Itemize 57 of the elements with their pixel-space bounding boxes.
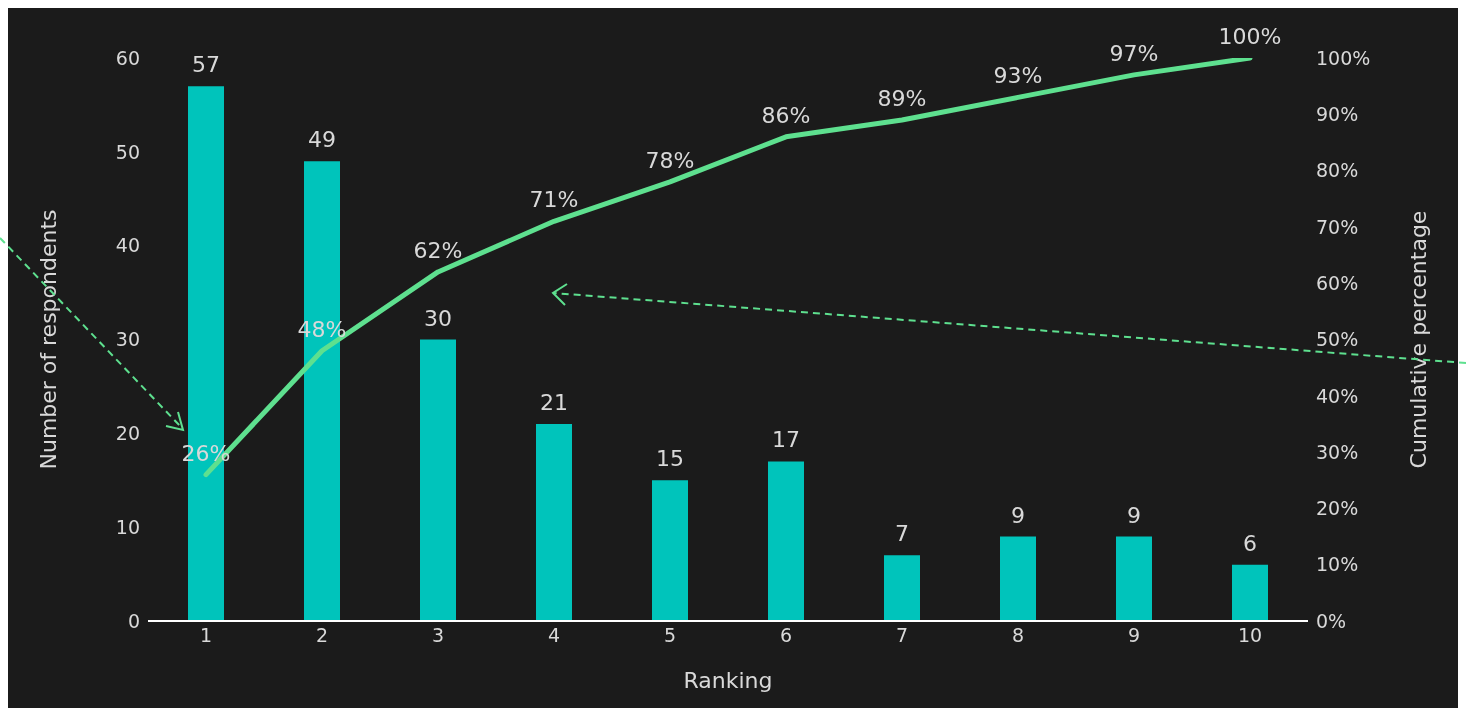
bar [884,555,920,621]
data-label: 17 [772,427,800,453]
y-tick-label: 60 [115,46,140,69]
data-label: 78% [645,147,695,173]
bar [652,480,688,621]
data-label: 7 [895,521,909,547]
y2-tick-label: 10% [1316,553,1359,576]
bar [536,423,572,621]
y-tick-label: 30 [115,328,140,351]
y2-tick-label: 20% [1316,497,1359,520]
data-label: 49 [308,127,336,153]
y-tick-label: 0 [127,609,140,632]
y-axis-title: Number of respondents [35,209,61,470]
y-tick-label: 20 [115,422,140,445]
x-tick-label: 3 [431,624,445,647]
x-tick-label: 8 [1011,624,1025,647]
x-tick-label: 4 [547,624,561,647]
data-label: 6 [1243,530,1257,556]
y-tick-label: 50 [115,140,140,163]
data-label: 100% [1218,24,1282,49]
data-label: 97% [1109,40,1159,66]
data-label: 9 [1011,502,1025,528]
x-tick-label: 10 [1237,624,1263,647]
bar [768,461,804,621]
bar [1000,536,1036,621]
y2-tick-label: 40% [1316,384,1359,407]
x-tick-label: 6 [779,624,793,647]
y2-tick-label: 80% [1316,159,1359,182]
bar [420,339,456,621]
x-tick-label: 5 [663,624,677,647]
y2-tick-label: 70% [1316,215,1359,238]
data-label: 30 [424,305,452,331]
data-label: 21 [540,389,568,415]
y2-tick-label: 0% [1316,609,1347,632]
x-tick-label: 1 [199,624,213,647]
data-label: 86% [761,102,811,128]
bar [1232,564,1268,621]
data-label: 57 [192,52,220,78]
data-label: 15 [656,446,684,472]
data-label: 93% [993,63,1043,89]
y2-axis-title: Cumulative percentage [1405,210,1431,469]
y-tick-label: 40 [115,234,140,257]
y2-tick-label: 60% [1316,271,1359,294]
x-tick-label: 7 [895,624,909,647]
y2-tick-label: 90% [1316,103,1359,126]
data-label: 71% [529,187,579,213]
y2-tick-label: 100% [1316,46,1371,69]
bar [1116,536,1152,621]
y-tick-label: 10 [115,515,140,538]
x-tick-label: 9 [1127,624,1141,647]
x-tick-label: 2 [315,624,329,647]
data-label: 89% [877,85,927,111]
data-label: 62% [413,237,463,263]
y2-tick-label: 30% [1316,440,1359,463]
y2-tick-label: 50% [1316,328,1359,351]
data-label: 9 [1127,502,1141,528]
x-axis-title: Ranking [683,668,773,693]
